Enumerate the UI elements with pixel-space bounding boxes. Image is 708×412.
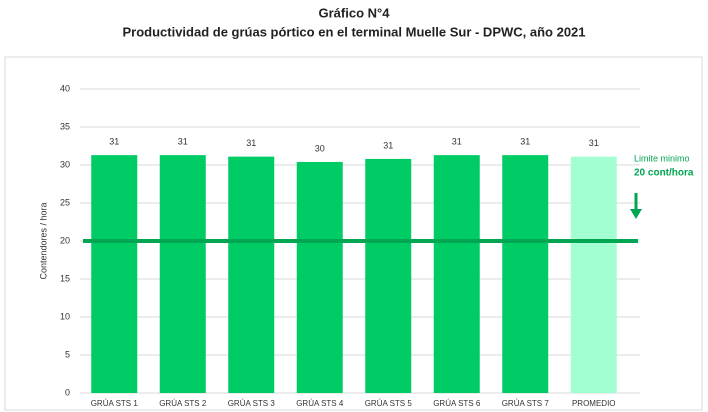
bar	[91, 155, 138, 393]
x-tick-label: GRÚA STS 7	[502, 399, 550, 408]
chart-subtitle: Productividad de grúas pórtico en el ter…	[122, 24, 585, 39]
bar	[502, 155, 549, 393]
threshold-label: Limite minimo	[634, 153, 690, 163]
y-tick-label: 40	[60, 83, 70, 93]
y-axis-label: Contendores / hora	[38, 202, 48, 279]
bar	[159, 155, 206, 393]
value-label: 31	[109, 136, 119, 146]
y-tick-label: 15	[60, 273, 70, 283]
value-label: 31	[246, 138, 256, 148]
chart-title: Gráfico N°4	[319, 5, 391, 20]
value-label: 31	[383, 140, 393, 150]
x-tick-label: GRÚA STS 5	[365, 399, 413, 408]
x-tick-label: PROMEDIO	[572, 399, 616, 408]
bar	[228, 156, 275, 393]
value-label: 31	[589, 138, 599, 148]
y-tick-label: 30	[60, 159, 70, 169]
threshold-value-label: 20 cont/hora	[634, 168, 694, 179]
y-tick-label: 5	[65, 349, 70, 359]
value-label: 30	[315, 143, 325, 153]
y-tick-label: 0	[65, 387, 70, 397]
bar	[296, 161, 343, 393]
x-tick-label: GRÚA STS 3	[228, 399, 276, 408]
arrow-head	[630, 209, 642, 219]
bar	[433, 155, 480, 393]
value-label: 31	[452, 136, 462, 146]
value-label: 31	[520, 136, 530, 146]
value-label: 31	[178, 136, 188, 146]
bar	[570, 156, 617, 393]
y-tick-label: 20	[60, 235, 70, 245]
x-tick-label: GRÚA STS 4	[296, 399, 344, 408]
y-tick-label: 35	[60, 121, 70, 131]
x-tick-label: GRÚA STS 6	[433, 399, 481, 408]
x-tick-label: GRÚA STS 2	[159, 399, 207, 408]
y-tick-label: 10	[60, 311, 70, 321]
y-tick-label: 25	[60, 197, 70, 207]
bar	[365, 158, 412, 393]
x-tick-label: GRÚA STS 1	[91, 399, 139, 408]
